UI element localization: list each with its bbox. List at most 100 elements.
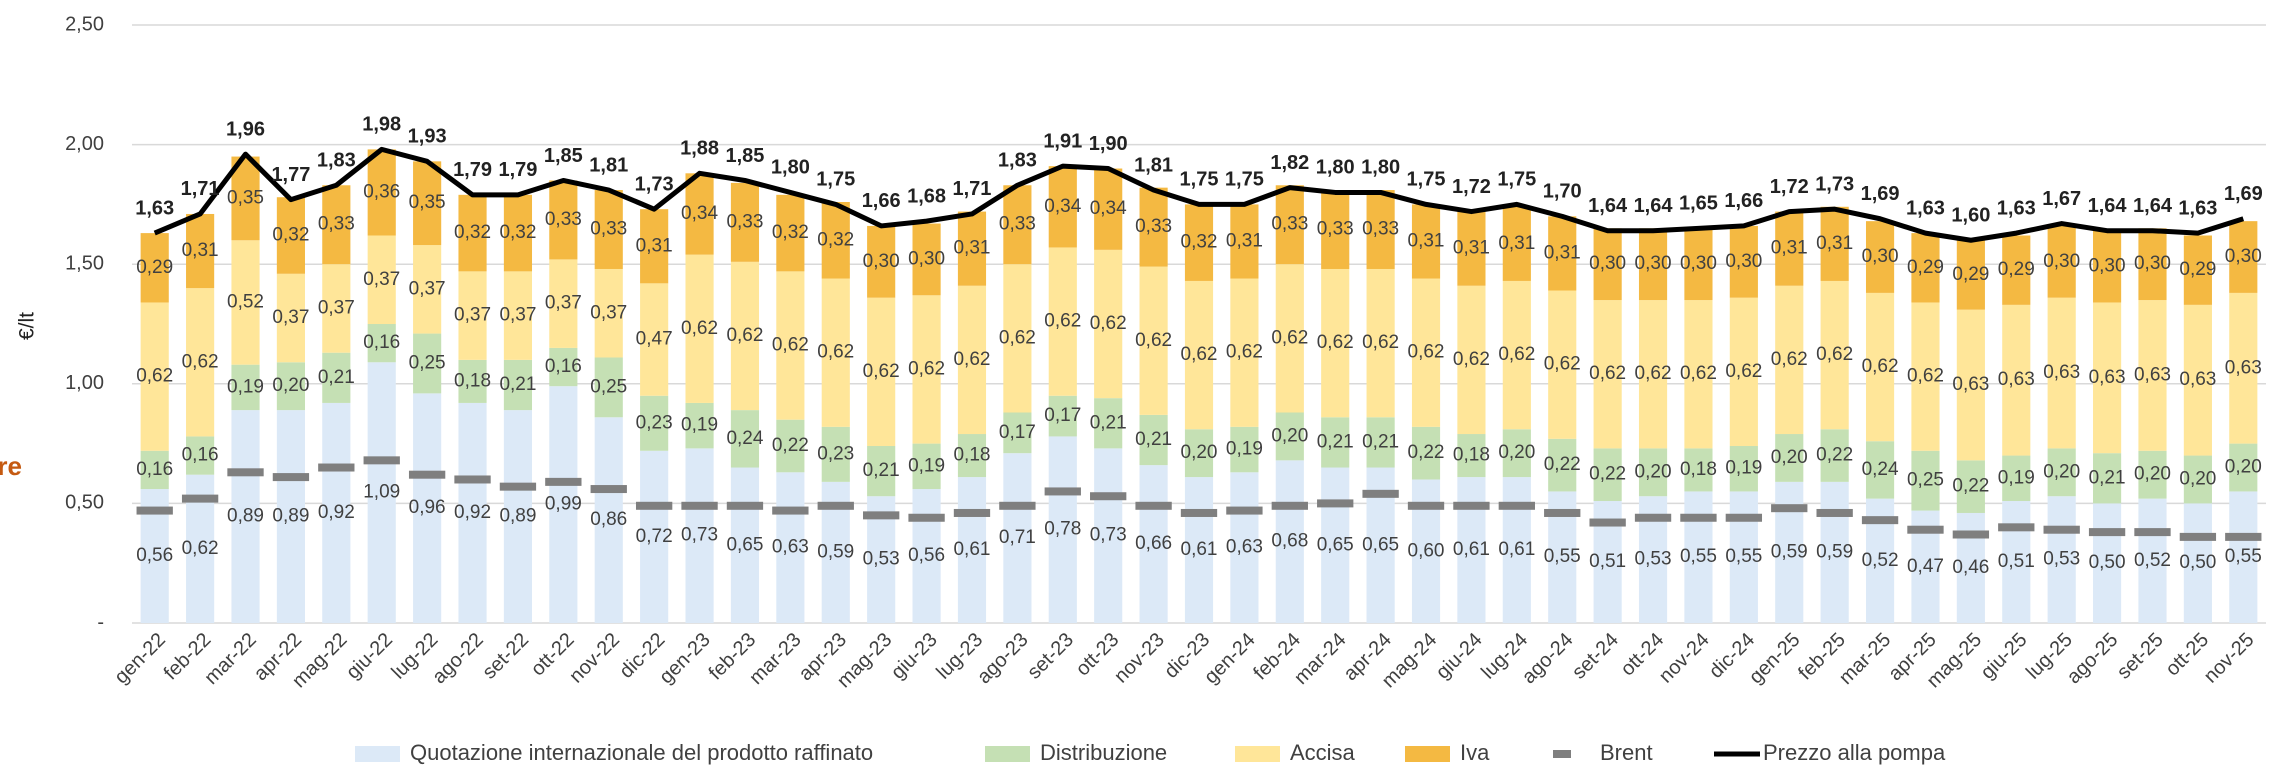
bar-segment	[1638, 228, 1668, 301]
bar-segment	[2093, 302, 2122, 454]
bar-segment	[1003, 185, 1032, 265]
brent-marker	[1090, 492, 1127, 501]
value-label: 0,31	[1816, 233, 1853, 254]
value-label: 0,22	[1952, 476, 1989, 497]
bar-segment	[1502, 477, 1531, 623]
bar-segment	[367, 235, 396, 324]
bar-segment	[2138, 228, 2167, 301]
bar-segment	[776, 472, 805, 623]
bar-segment	[276, 273, 305, 363]
value-label: 0,33	[1135, 216, 1172, 237]
bar-segment	[1729, 445, 1758, 492]
bar-segment	[1184, 204, 1214, 281]
value-label: 0,62	[908, 358, 945, 379]
bar-segment	[1684, 448, 1713, 492]
value-label: 0,37	[272, 307, 309, 328]
bar-segment	[276, 410, 305, 623]
bar-segment	[730, 261, 760, 411]
brent-marker	[590, 485, 627, 494]
value-label: 0,19	[227, 376, 264, 397]
bar-segment	[640, 450, 669, 623]
line-value-label: 1,60	[1951, 205, 1990, 227]
bar-segment	[2183, 304, 2212, 456]
value-label: 0,34	[1090, 198, 1127, 219]
bar-segment	[2138, 498, 2167, 623]
value-label: 0,62	[182, 538, 219, 559]
brent-marker	[863, 511, 900, 520]
value-label: 0,73	[681, 525, 718, 546]
bar-segment	[413, 245, 442, 334]
y-tick-label: -	[97, 611, 104, 633]
bar-segment	[957, 211, 987, 286]
value-label: 0,96	[409, 497, 446, 518]
bar-segment	[1775, 285, 1804, 435]
bar-segment	[1230, 278, 1259, 427]
bar-segment	[549, 259, 578, 348]
brent-marker	[1180, 508, 1218, 517]
line-value-label: 1,75	[816, 169, 855, 191]
value-label: 0,99	[545, 494, 582, 515]
value-label: 0,62	[1317, 332, 1354, 353]
bar-segment	[2002, 304, 2031, 456]
bar-segment	[1457, 285, 1486, 435]
brent-marker	[635, 501, 673, 510]
value-label: 0,51	[1589, 551, 1626, 572]
value-label: 0,62	[1771, 349, 1808, 370]
x-tick-label: gen-24	[1200, 629, 1260, 689]
value-label: 0,47	[636, 329, 673, 350]
value-label: 0,62	[1680, 363, 1717, 384]
line-value-label: 1,93	[408, 126, 447, 148]
bar-segment	[1956, 240, 1985, 310]
value-label: 0,30	[1725, 251, 1762, 272]
legend-label: Brent	[1600, 740, 1653, 765]
bar-segment	[1139, 266, 1168, 415]
y-tick-label: 0,50	[65, 492, 104, 514]
value-label: 0,71	[999, 527, 1036, 548]
bar-segment	[594, 190, 623, 269]
value-label: 0,62	[953, 349, 990, 370]
x-tick-label: mar-23	[745, 629, 805, 689]
value-label: 0,37	[454, 305, 491, 326]
value-label: 0,30	[1635, 253, 1672, 274]
line-value-label: 1,81	[1134, 154, 1173, 176]
value-label: 0,30	[2043, 251, 2080, 272]
bar-segment	[2093, 453, 2122, 504]
line-value-label: 1,90	[1089, 133, 1128, 155]
y-tick-label: 1,50	[65, 252, 104, 274]
value-label: 0,62	[1408, 342, 1445, 363]
value-label: 0,52	[227, 291, 264, 312]
bar-segment	[912, 223, 941, 296]
bar-segment	[776, 271, 805, 420]
value-label: 0,53	[863, 549, 900, 570]
value-label: 0,63	[2179, 369, 2216, 390]
bar-segment	[1139, 187, 1168, 267]
bar-segment	[322, 402, 351, 623]
value-label: 0,62	[1271, 327, 1308, 348]
value-label: 0,52	[2134, 550, 2171, 571]
bar-segment	[231, 364, 260, 411]
line-value-label: 1,75	[1497, 169, 1536, 191]
brent-marker	[1725, 513, 1763, 522]
value-label: 0,62	[1362, 332, 1399, 353]
bar-segment	[1548, 216, 1577, 291]
value-label: 0,21	[1090, 412, 1127, 433]
value-label: 0,30	[2089, 256, 2126, 277]
bar-segment	[1593, 448, 1622, 502]
value-label: 0,62	[182, 351, 219, 372]
bar-segment	[1411, 426, 1441, 480]
bar-segment	[821, 426, 850, 482]
brent-marker	[1634, 513, 1672, 522]
bar-segment	[821, 278, 850, 427]
brent-marker	[1952, 530, 1990, 539]
brent-marker	[1771, 504, 1808, 513]
value-label: 0,62	[1226, 342, 1263, 363]
line-value-label: 1,66	[1724, 190, 1763, 212]
value-label: 0,22	[1589, 464, 1626, 485]
bar-segment	[1729, 491, 1758, 623]
value-label: 0,29	[2179, 259, 2216, 280]
line-value-label: 1,98	[362, 114, 401, 136]
bar-segment	[685, 254, 714, 403]
bar-segment	[1684, 228, 1713, 301]
value-label: 0,68	[1271, 531, 1308, 552]
bar-segment	[1184, 429, 1214, 478]
